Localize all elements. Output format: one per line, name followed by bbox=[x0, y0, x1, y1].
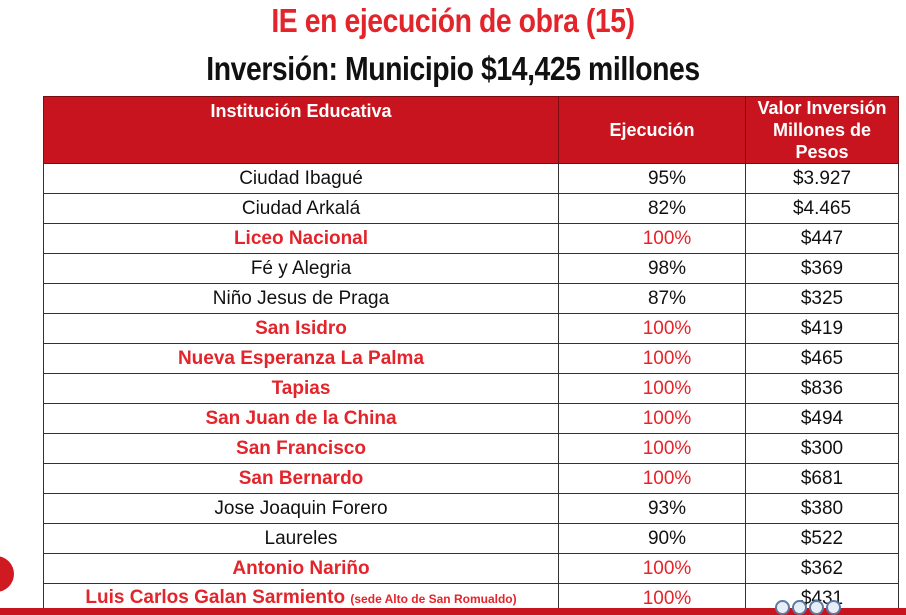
institution-cell: Tapias bbox=[43, 373, 559, 404]
investment-cell: $325 bbox=[745, 283, 899, 314]
investment-table: Institución Educativa Ejecución Valor In… bbox=[43, 96, 899, 614]
execution-cell: 100% bbox=[558, 403, 746, 434]
footer-logos bbox=[775, 600, 841, 615]
execution-cell: 100% bbox=[558, 343, 746, 374]
institution-cell: Fé y Alegria bbox=[43, 253, 559, 284]
institution-cell: Niño Jesus de Praga bbox=[43, 283, 559, 314]
column-header-execution: Ejecución bbox=[558, 96, 746, 164]
institution-name: Jose Joaquin Forero bbox=[214, 498, 388, 519]
institution-name: Tapias bbox=[271, 378, 331, 399]
investment-cell: $3.927 bbox=[745, 163, 899, 194]
seal-icon bbox=[826, 600, 841, 615]
execution-cell: 93% bbox=[558, 493, 746, 524]
table-row: Liceo Nacional 100% $447 bbox=[43, 223, 899, 254]
table-row: Jose Joaquin Forero 93% $380 bbox=[43, 493, 899, 524]
investment-cell: $447 bbox=[745, 223, 899, 254]
investment-cell: $465 bbox=[745, 343, 899, 374]
execution-cell: 95% bbox=[558, 163, 746, 194]
institution-name: San Bernardo bbox=[238, 468, 364, 489]
institution-cell: San Bernardo bbox=[43, 463, 559, 494]
execution-cell: 100% bbox=[558, 553, 746, 584]
table-body: Ciudad Ibagué 95% $3.927 Ciudad Arkalá 82% $4… bbox=[43, 163, 899, 614]
investment-cell: $369 bbox=[745, 253, 899, 284]
institution-cell: Ciudad Arkalá bbox=[43, 193, 559, 224]
execution-cell: 90% bbox=[558, 523, 746, 554]
execution-cell: 100% bbox=[558, 463, 746, 494]
seal-icon bbox=[775, 600, 790, 615]
table-row: Ciudad Arkalá 82% $4.465 bbox=[43, 193, 899, 224]
execution-cell: 100% bbox=[558, 223, 746, 254]
table-header-row: Institución Educativa Ejecución Valor In… bbox=[43, 96, 899, 164]
table-row: San Isidro 100% $419 bbox=[43, 313, 899, 344]
page-subtitle: Inversión: Municipio $14,425 millones bbox=[206, 50, 700, 87]
column-header-investment-line1: Valor Inversión bbox=[757, 98, 887, 118]
institution-cell: Laureles bbox=[43, 523, 559, 554]
investment-cell: $836 bbox=[745, 373, 899, 404]
institution-name: San Isidro bbox=[255, 318, 347, 339]
logo-icon bbox=[0, 556, 14, 592]
institution-cell: Liceo Nacional bbox=[43, 223, 559, 254]
seal-icon bbox=[809, 600, 824, 615]
table-row: Fé y Alegria 98% $369 bbox=[43, 253, 899, 284]
execution-cell: 82% bbox=[558, 193, 746, 224]
execution-cell: 100% bbox=[558, 313, 746, 344]
table-row: San Francisco 100% $300 bbox=[43, 433, 899, 464]
investment-cell: $4.465 bbox=[745, 193, 899, 224]
institution-cell: San Francisco bbox=[43, 433, 559, 464]
footer-bar bbox=[0, 608, 906, 615]
institution-name: Laureles bbox=[264, 528, 338, 549]
investment-cell: $419 bbox=[745, 313, 899, 344]
table-row: Tapias 100% $836 bbox=[43, 373, 899, 404]
column-header-institution: Institución Educativa bbox=[43, 96, 559, 164]
institution-name: Fé y Alegria bbox=[250, 258, 352, 279]
investment-cell: $494 bbox=[745, 403, 899, 434]
institution-name: San Francisco bbox=[236, 438, 366, 459]
execution-cell: 98% bbox=[558, 253, 746, 284]
institution-cell: San Juan de la China bbox=[43, 403, 559, 434]
table-row: Antonio Nariño 100% $362 bbox=[43, 553, 899, 584]
execution-cell: 100% bbox=[558, 433, 746, 464]
investment-cell: $681 bbox=[745, 463, 899, 494]
table-row: San Bernardo 100% $681 bbox=[43, 463, 899, 494]
institution-cell: Jose Joaquin Forero bbox=[43, 493, 559, 524]
investment-cell: $362 bbox=[745, 553, 899, 584]
execution-cell: 100% bbox=[558, 373, 746, 404]
investment-cell: $380 bbox=[745, 493, 899, 524]
institution-name: Ciudad Arkalá bbox=[241, 198, 361, 219]
table-row: Nueva Esperanza La Palma 100% $465 bbox=[43, 343, 899, 374]
table-row: San Juan de la China 100% $494 bbox=[43, 403, 899, 434]
institution-name: Nueva Esperanza La Palma bbox=[177, 348, 425, 369]
page-title: IE en ejecución de obra (15) bbox=[271, 2, 635, 39]
column-header-investment: Valor Inversión Millones de Pesos bbox=[745, 96, 899, 164]
institution-note: (sede Alto de San Romualdo) bbox=[350, 592, 517, 606]
institution-cell: Ciudad Ibagué bbox=[43, 163, 559, 194]
column-header-investment-line2: Millones de Pesos bbox=[772, 120, 871, 162]
investment-cell: $300 bbox=[745, 433, 899, 464]
institution-cell: Nueva Esperanza La Palma bbox=[43, 343, 559, 374]
institution-name: Antonio Nariño bbox=[232, 558, 370, 579]
table-row: Laureles 90% $522 bbox=[43, 523, 899, 554]
institution-cell: San Isidro bbox=[43, 313, 559, 344]
execution-cell: 87% bbox=[558, 283, 746, 314]
table-row: Niño Jesus de Praga 87% $325 bbox=[43, 283, 899, 314]
table-row: Ciudad Ibagué 95% $3.927 bbox=[43, 163, 899, 194]
institution-name: Niño Jesus de Praga bbox=[212, 288, 390, 309]
institution-name: San Juan de la China bbox=[205, 408, 397, 429]
institution-name: Luis Carlos Galan Sarmiento bbox=[85, 587, 346, 608]
institution-name: Liceo Nacional bbox=[233, 228, 369, 249]
investment-cell: $522 bbox=[745, 523, 899, 554]
seal-icon bbox=[792, 600, 807, 615]
institution-name: Ciudad Ibagué bbox=[239, 168, 363, 189]
institution-cell: Antonio Nariño bbox=[43, 553, 559, 584]
